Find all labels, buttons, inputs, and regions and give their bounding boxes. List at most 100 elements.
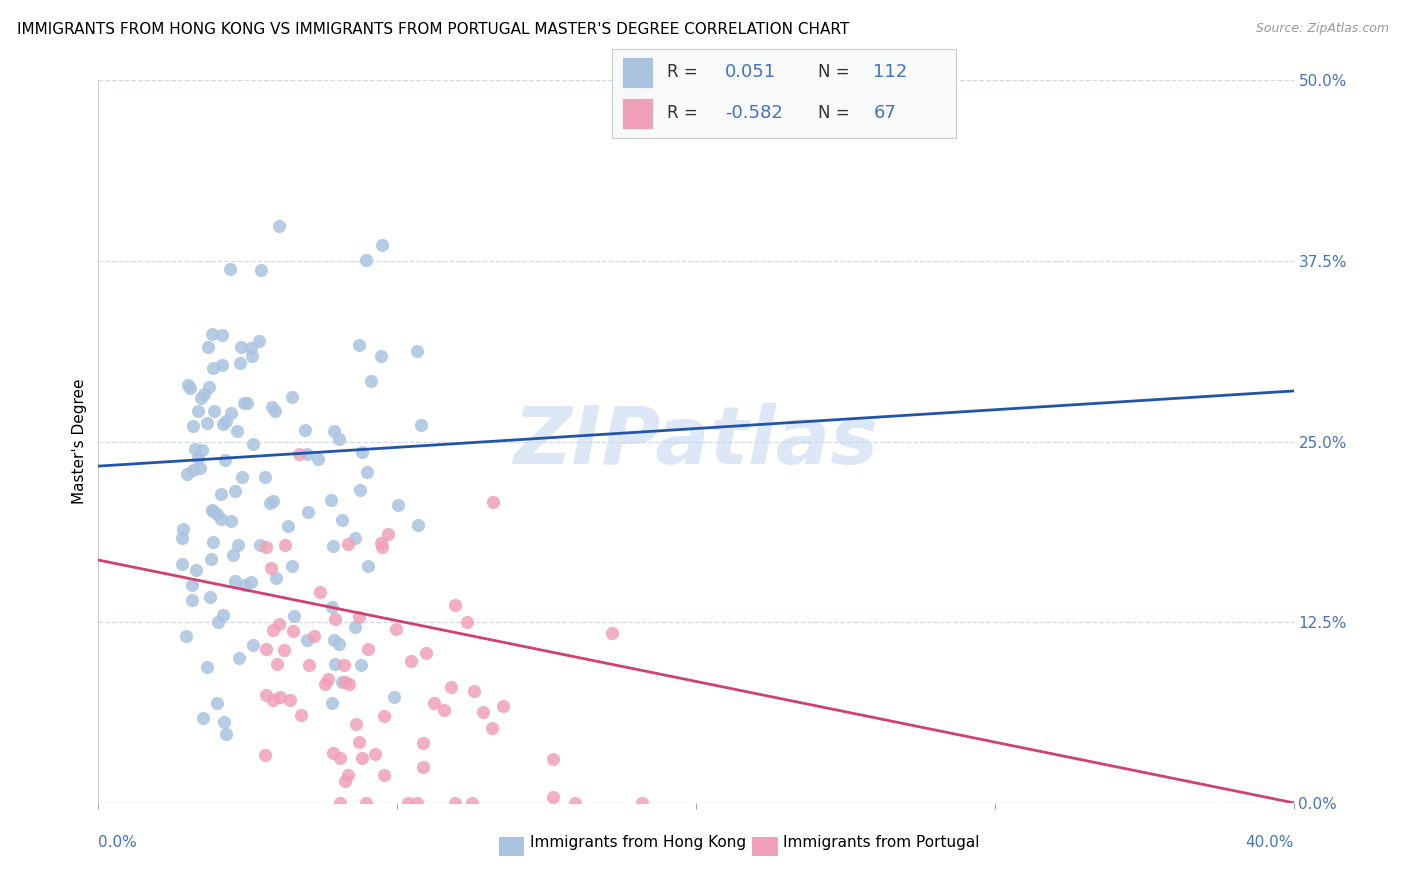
Point: [281, 390, 304, 404]
Point: [187, 404, 209, 418]
Text: 40.0%: 40.0%: [1246, 836, 1294, 850]
Point: [242, 437, 264, 451]
Point: [224, 574, 246, 589]
Point: [373, 768, 395, 782]
Point: [240, 349, 263, 363]
Point: [269, 690, 291, 704]
Point: [337, 537, 360, 551]
Point: [176, 467, 198, 481]
Y-axis label: Master's Degree: Master's Degree: [72, 379, 87, 504]
FancyBboxPatch shape: [621, 57, 652, 88]
Text: 0.0%: 0.0%: [98, 836, 138, 850]
Point: [224, 483, 246, 498]
Point: [211, 327, 233, 342]
Text: IMMIGRANTS FROM HONG KONG VS IMMIGRANTS FROM PORTUGAL MASTER'S DEGREE CORRELATIO: IMMIGRANTS FROM HONG KONG VS IMMIGRANTS …: [17, 22, 849, 37]
Point: [197, 340, 219, 354]
Point: [231, 340, 253, 354]
Text: 0.051: 0.051: [725, 63, 776, 81]
Point: [209, 512, 232, 526]
Point: [440, 680, 463, 694]
Point: [370, 349, 392, 363]
Point: [202, 504, 225, 518]
Point: [264, 403, 287, 417]
Point: [242, 639, 264, 653]
Point: [482, 495, 505, 509]
Point: [332, 658, 354, 673]
Point: [200, 552, 222, 566]
Point: [323, 612, 346, 626]
Point: [406, 343, 429, 358]
Point: [219, 406, 242, 420]
Point: [201, 326, 224, 341]
Point: [349, 610, 371, 624]
Text: R =: R =: [666, 104, 697, 122]
Point: [321, 696, 343, 710]
Point: [211, 607, 233, 622]
Point: [212, 417, 235, 431]
Point: [236, 396, 259, 410]
Point: [262, 493, 284, 508]
Point: [283, 608, 305, 623]
Point: [249, 263, 271, 277]
Point: [209, 487, 232, 501]
Point: [357, 642, 380, 657]
Point: [337, 677, 360, 691]
Point: [187, 451, 209, 466]
Point: [290, 707, 312, 722]
Text: 112: 112: [873, 63, 908, 81]
Point: [256, 540, 278, 554]
Point: [387, 499, 409, 513]
Point: [330, 513, 353, 527]
Point: [260, 561, 283, 575]
Point: [202, 360, 225, 375]
Point: [214, 714, 236, 729]
Point: [630, 796, 652, 810]
Text: R =: R =: [666, 63, 697, 81]
Point: [222, 548, 245, 562]
Point: [266, 657, 288, 672]
FancyBboxPatch shape: [621, 98, 652, 129]
Point: [472, 705, 495, 719]
Point: [172, 531, 194, 545]
Point: [336, 768, 359, 782]
Point: [283, 624, 305, 638]
Point: [329, 751, 352, 765]
Point: [191, 711, 214, 725]
Point: [262, 692, 284, 706]
Point: [247, 334, 270, 348]
Point: [254, 688, 277, 702]
Text: Immigrants from Hong Kong: Immigrants from Hong Kong: [530, 836, 747, 850]
Point: [200, 591, 222, 605]
Point: [463, 683, 485, 698]
Point: [382, 690, 405, 704]
Point: [205, 696, 228, 710]
Point: [422, 696, 444, 710]
Point: [214, 453, 236, 467]
Point: [412, 736, 434, 750]
Point: [197, 417, 219, 431]
Point: [214, 414, 236, 428]
Text: Immigrants from Portugal: Immigrants from Portugal: [783, 836, 980, 850]
Point: [262, 400, 284, 414]
Point: [354, 796, 377, 810]
Text: ZIPatlas: ZIPatlas: [513, 402, 879, 481]
Point: [328, 636, 350, 650]
Point: [330, 674, 353, 689]
Point: [226, 424, 249, 438]
Point: [228, 651, 250, 665]
Point: [444, 598, 467, 612]
Point: [193, 387, 215, 401]
Point: [321, 600, 343, 615]
Point: [288, 448, 311, 462]
Point: [172, 558, 194, 572]
Point: [377, 527, 399, 541]
Point: [232, 396, 254, 410]
Point: [370, 541, 392, 555]
Text: N =: N =: [818, 104, 849, 122]
Point: [181, 418, 204, 433]
Point: [184, 562, 207, 576]
Point: [198, 380, 221, 394]
Point: [600, 626, 623, 640]
Point: [350, 658, 373, 673]
Point: [297, 505, 319, 519]
